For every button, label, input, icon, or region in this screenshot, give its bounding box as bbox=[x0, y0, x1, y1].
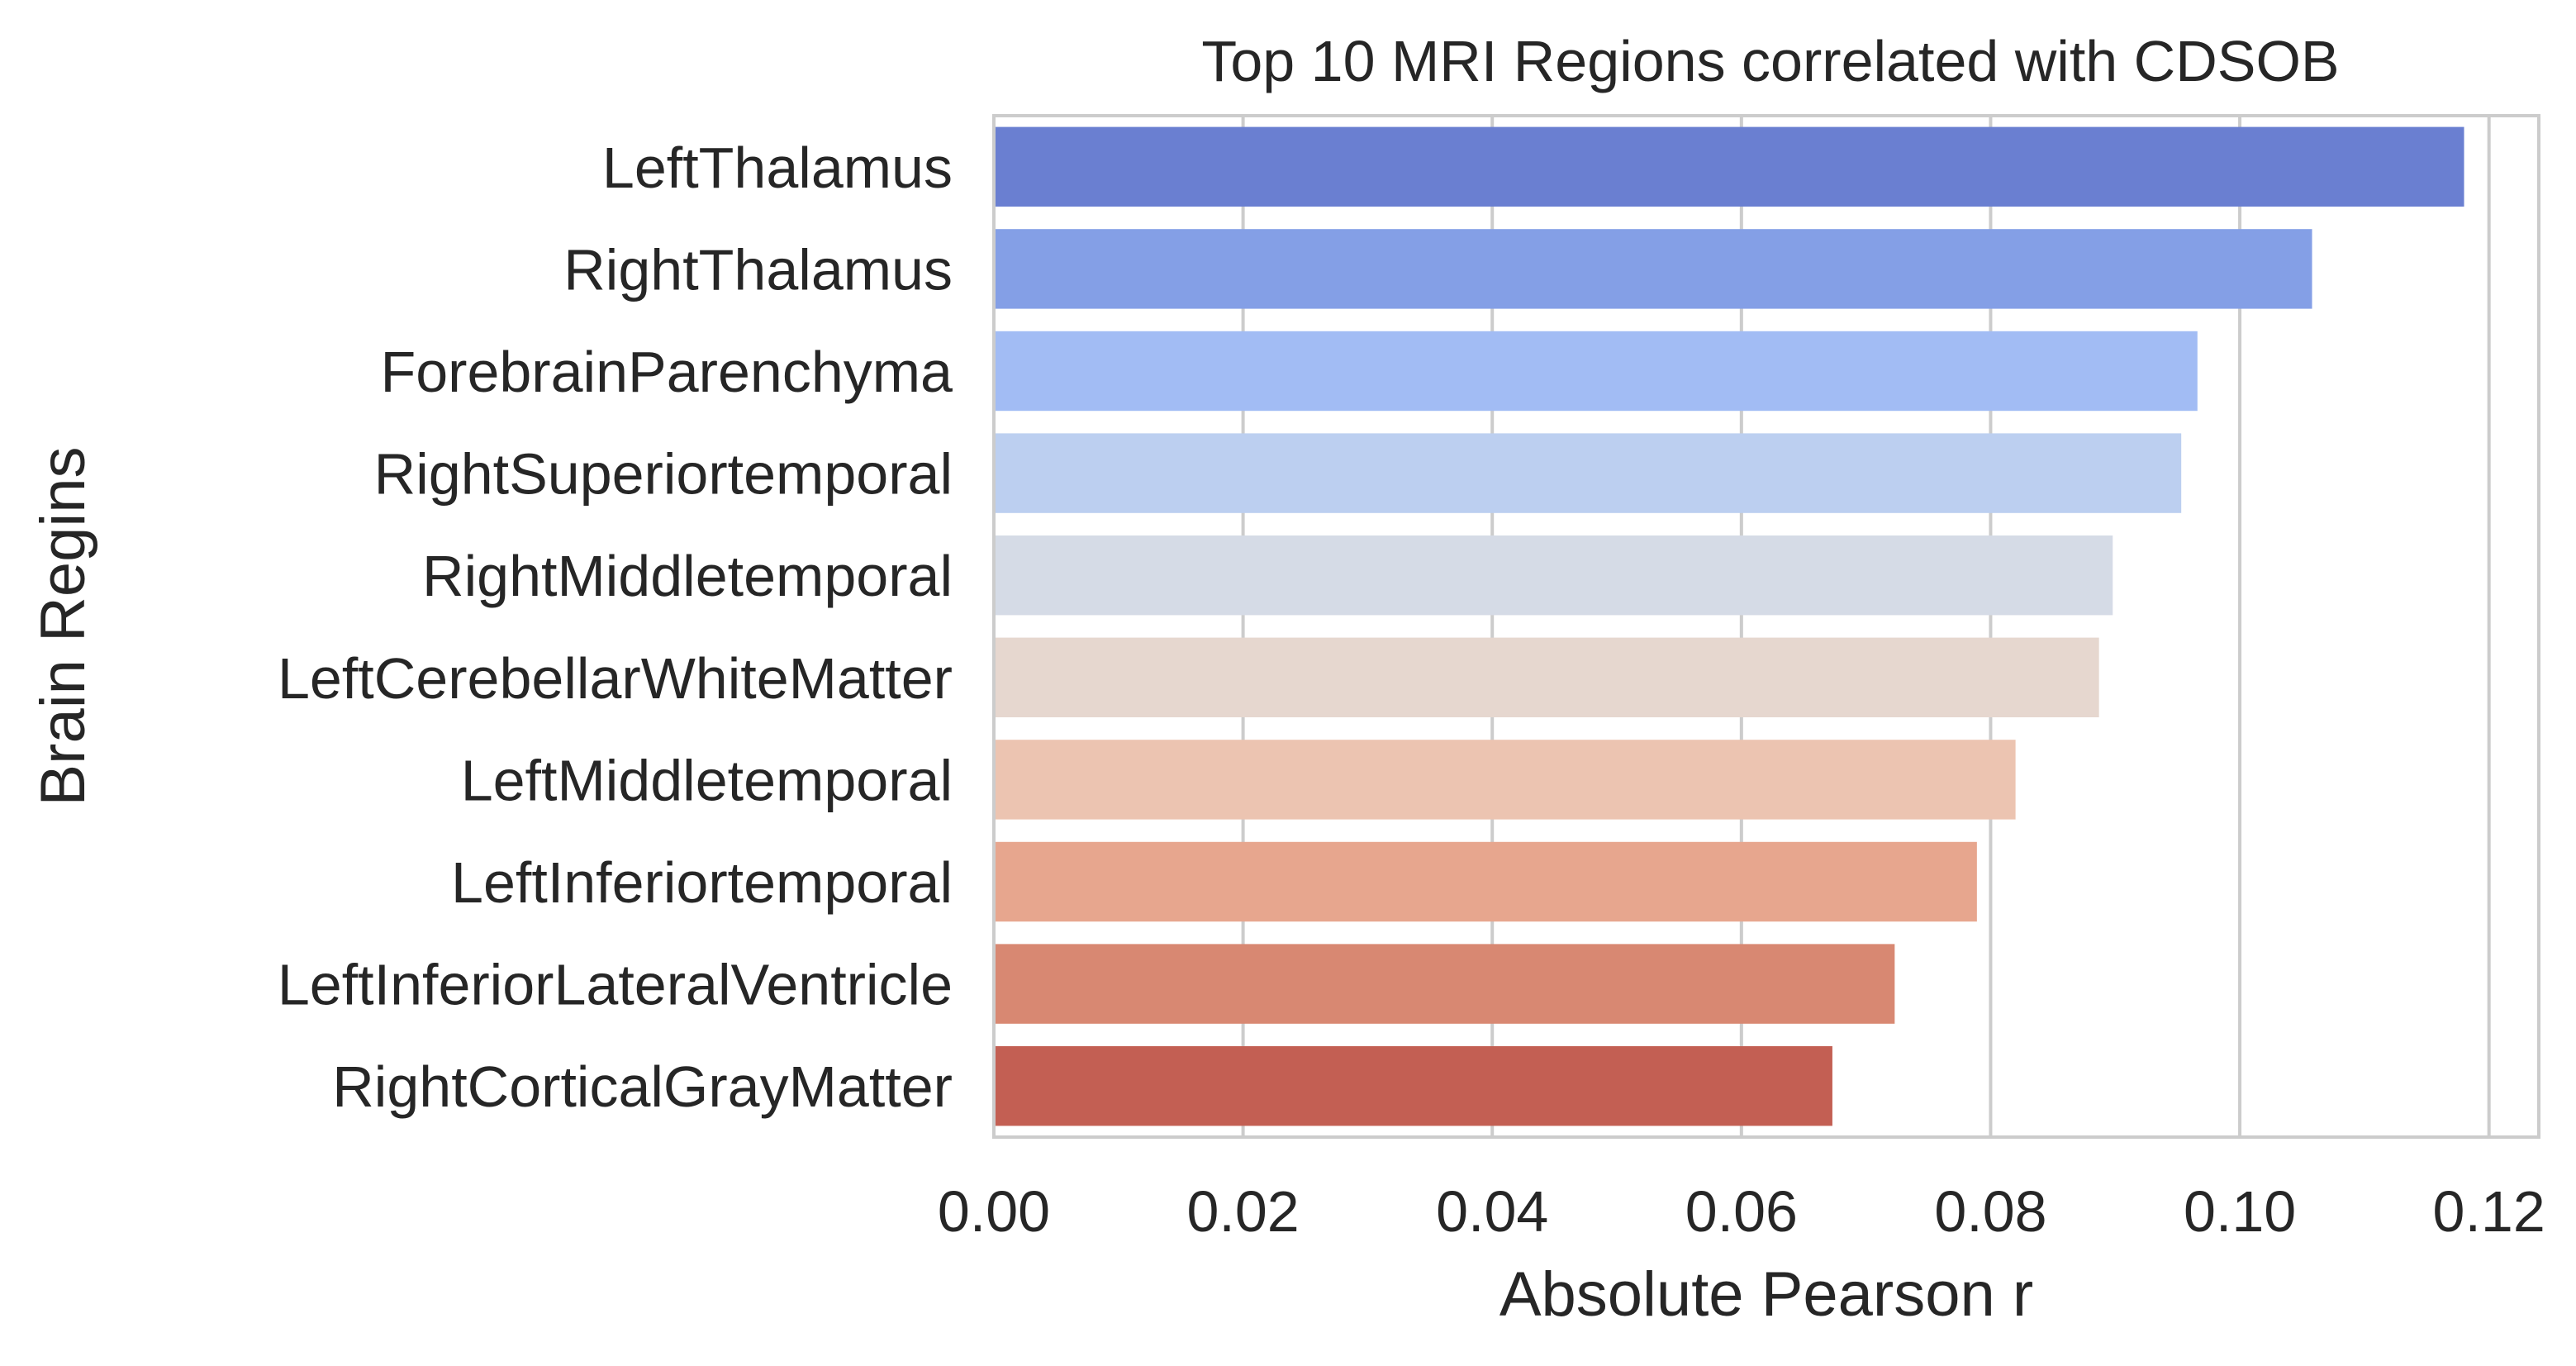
y-tick-label: LeftInferiortemporal bbox=[451, 850, 953, 915]
x-tick-label: 0.00 bbox=[938, 1179, 1050, 1244]
y-tick-label: ForebrainParenchyma bbox=[380, 340, 953, 404]
plot-frame bbox=[992, 114, 2540, 1139]
bar bbox=[994, 229, 2312, 309]
x-tick-label: 0.10 bbox=[2184, 1179, 2296, 1244]
y-tick-label: LeftInferiorLateralVentricle bbox=[278, 953, 953, 1017]
x-tick-label: 0.04 bbox=[1436, 1179, 1548, 1244]
x-tick-labels: 0.00 0.02 0.04 0.06 0.08 0.10 0.12 bbox=[938, 1179, 2545, 1244]
bar bbox=[994, 126, 2464, 207]
bar bbox=[994, 841, 1977, 922]
x-tick-label: 0.12 bbox=[2433, 1179, 2545, 1244]
y-tick-label: LeftCerebellarWhiteMatter bbox=[278, 646, 953, 711]
x-axis-label: Absolute Pearson r bbox=[1499, 1259, 2033, 1330]
bar bbox=[994, 433, 2182, 513]
bar bbox=[994, 331, 2198, 412]
y-axis-label: Brain Regins bbox=[28, 446, 98, 806]
y-tick-label: RightMiddletemporal bbox=[422, 544, 953, 608]
y-tick-label: RightSuperiortemporal bbox=[374, 442, 953, 507]
bar bbox=[994, 535, 2113, 616]
bars bbox=[994, 126, 2464, 1126]
bar bbox=[994, 740, 2016, 820]
y-tick-label: RightCorticalGrayMatter bbox=[332, 1054, 953, 1119]
bar bbox=[994, 944, 1895, 1024]
y-tick-label: RightThalamus bbox=[563, 237, 953, 302]
x-tick-label: 0.02 bbox=[1186, 1179, 1299, 1244]
x-tick-label: 0.06 bbox=[1685, 1179, 1798, 1244]
bar bbox=[994, 637, 2099, 718]
y-tick-labels: LeftThalamus RightThalamus ForebrainParenc… bbox=[278, 136, 953, 1119]
chart-title: Top 10 MRI Regions correlated with CDSOB bbox=[1201, 29, 2339, 93]
bar bbox=[994, 1045, 1832, 1126]
y-tick-label: LeftMiddletemporal bbox=[461, 748, 953, 812]
x-tick-label: 0.08 bbox=[1934, 1179, 2046, 1244]
y-tick-label: LeftThalamus bbox=[602, 136, 953, 200]
